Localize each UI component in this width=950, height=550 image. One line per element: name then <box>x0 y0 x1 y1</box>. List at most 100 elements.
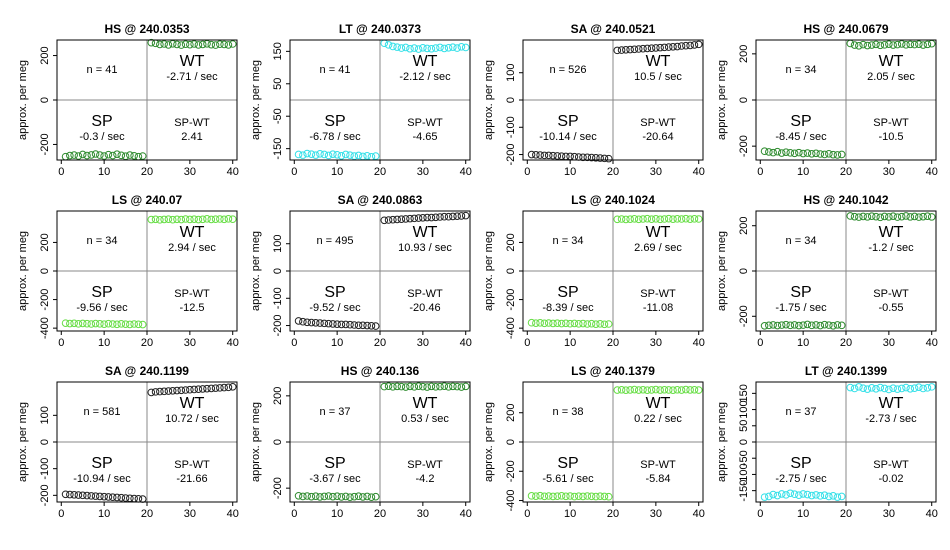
point <box>527 318 536 327</box>
point <box>799 321 807 329</box>
y-axis-label: approx. per meg <box>716 60 728 140</box>
wt-rate: 10.72 / sec <box>165 413 219 425</box>
point <box>436 43 444 52</box>
point <box>190 40 198 48</box>
point <box>553 319 562 327</box>
point <box>168 387 177 395</box>
y-tick-label: 200 <box>505 233 517 251</box>
diff-value: -5.84 <box>645 473 670 485</box>
point <box>592 320 600 328</box>
point <box>812 491 820 499</box>
n-label: n = 41 <box>87 64 118 76</box>
point <box>579 492 587 501</box>
point <box>168 215 177 224</box>
panel: HS @ 240.0353 approx. per meg 0 10 20 30 40 -20… <box>17 22 239 178</box>
point <box>902 212 910 220</box>
x-tick-label: 20 <box>607 508 619 520</box>
point <box>807 491 816 500</box>
x-tick-label: 30 <box>184 166 196 178</box>
x-tick-label: 40 <box>227 508 239 520</box>
point <box>457 383 466 391</box>
point <box>87 492 96 500</box>
point <box>173 215 181 224</box>
point <box>316 150 324 158</box>
point <box>889 212 897 221</box>
x-tick-label: 10 <box>797 166 809 178</box>
point <box>359 321 367 330</box>
diff-value: -10.5 <box>878 131 903 143</box>
point <box>96 492 104 501</box>
point <box>557 492 566 500</box>
point <box>113 320 121 329</box>
point <box>299 492 307 501</box>
point <box>194 385 203 394</box>
point <box>164 387 173 395</box>
point <box>359 493 367 501</box>
point <box>812 149 820 158</box>
wt-label: WT <box>879 224 904 241</box>
point <box>915 383 923 391</box>
point <box>790 321 799 329</box>
point <box>919 41 927 49</box>
point <box>419 43 427 52</box>
panel: LT @ 240.0373 approx. per meg 0 10 20 30 40 -15… <box>250 22 472 178</box>
wt-rate: 0.22 / sec <box>634 413 682 425</box>
diff-value: -20.46 <box>409 302 440 314</box>
point <box>414 214 423 222</box>
point <box>795 321 803 330</box>
point <box>117 320 126 328</box>
point <box>389 383 397 391</box>
point <box>384 382 393 390</box>
point <box>294 491 303 500</box>
diff-label: SP-WT <box>174 288 210 300</box>
point <box>431 213 440 222</box>
y-tick-label: 200 <box>505 404 517 422</box>
point <box>536 491 544 500</box>
point <box>790 149 799 158</box>
point <box>164 215 173 223</box>
x-tick-label: 40 <box>460 508 472 520</box>
plot-frame <box>289 39 471 161</box>
point <box>850 212 859 221</box>
point <box>574 492 583 500</box>
point <box>880 212 889 221</box>
point <box>160 387 168 396</box>
x-tick-label: 10 <box>98 166 110 178</box>
wt-rate: 2.69 / sec <box>634 242 682 254</box>
diff-value: -12.5 <box>179 302 204 314</box>
point <box>906 40 915 49</box>
plot-frame <box>755 381 937 503</box>
x-tick-label: 0 <box>524 166 530 178</box>
point <box>100 492 108 501</box>
point <box>108 320 117 328</box>
point <box>617 215 626 223</box>
point <box>596 154 604 162</box>
point <box>647 44 656 52</box>
y-tick-label: -100 <box>505 116 517 138</box>
sp-rate: -5.61 / sec <box>542 473 594 485</box>
point <box>190 385 198 394</box>
y-tick-label: -100 <box>738 463 750 485</box>
x-tick-label: 40 <box>926 508 938 520</box>
point <box>78 319 87 328</box>
point <box>803 490 812 499</box>
n-label: n = 41 <box>320 64 351 76</box>
point <box>893 213 902 221</box>
point <box>544 319 553 327</box>
diff-label: SP-WT <box>407 288 443 300</box>
point <box>660 385 669 394</box>
point <box>444 43 453 52</box>
point <box>444 212 453 221</box>
point <box>833 321 842 329</box>
point <box>410 44 419 52</box>
x-tick-label: 30 <box>184 337 196 349</box>
y-tick-label: 150 <box>738 384 750 402</box>
plot-frame <box>289 210 471 332</box>
point <box>410 383 419 391</box>
point <box>181 386 190 394</box>
point <box>893 40 902 49</box>
point <box>393 43 401 51</box>
y-tick-label: 200 <box>272 387 284 405</box>
y-tick-label: -150 <box>738 480 750 502</box>
point <box>320 150 329 159</box>
